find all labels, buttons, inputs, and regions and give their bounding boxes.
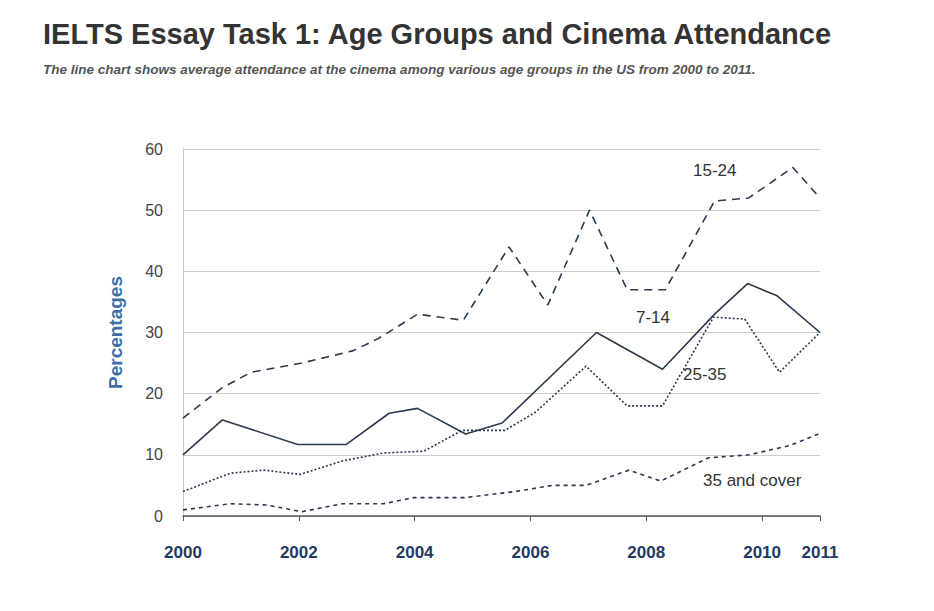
svg-text:15-24: 15-24 [693,161,736,180]
svg-text:2006: 2006 [512,543,550,562]
svg-text:30: 30 [145,324,163,341]
svg-text:2000: 2000 [164,543,202,562]
svg-text:0: 0 [154,508,163,525]
svg-text:10: 10 [145,446,163,463]
svg-text:IELTS Essay Task 1: Age Groups: IELTS Essay Task 1: Age Groups and Cinem… [43,18,831,50]
svg-text:60: 60 [145,141,163,158]
svg-text:40: 40 [145,263,163,280]
svg-text:2002: 2002 [280,543,318,562]
svg-text:7-14: 7-14 [636,308,670,327]
svg-text:35 and cover: 35 and cover [703,471,802,490]
svg-text:The line chart shows average a: The line chart shows average attendance … [43,62,755,77]
svg-text:25-35: 25-35 [683,365,726,384]
svg-text:50: 50 [145,202,163,219]
svg-text:2011: 2011 [802,543,839,562]
svg-text:Percentages: Percentages [105,276,126,389]
svg-text:2010: 2010 [743,543,781,562]
svg-text:2004: 2004 [396,543,434,562]
svg-text:20: 20 [145,385,163,402]
svg-text:2008: 2008 [627,543,665,562]
